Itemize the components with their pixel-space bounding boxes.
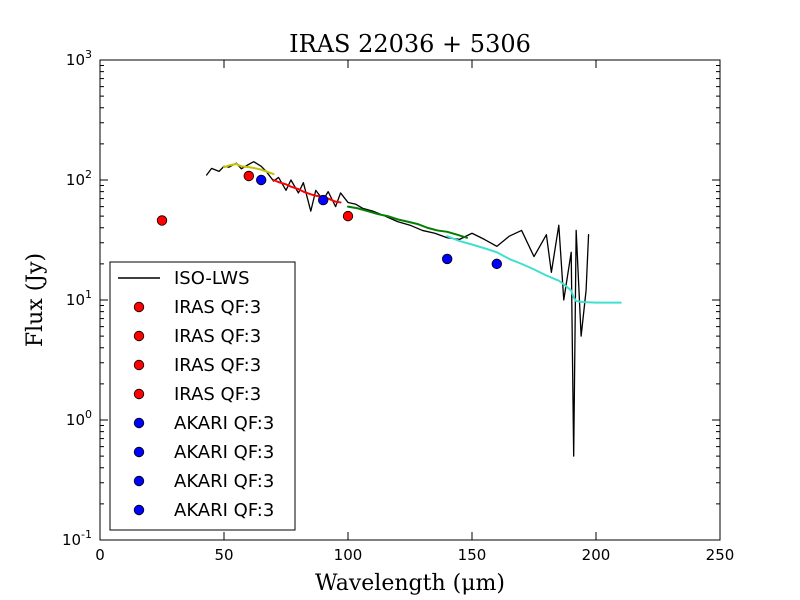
legend-label: IRAS QF:3 [174, 297, 261, 318]
data-point [156, 215, 168, 226]
legend-label: AKARI QF:3 [174, 500, 274, 521]
y-tick-label: 103 [66, 48, 92, 69]
series-line [272, 179, 342, 204]
x-tick-label: 250 [706, 546, 735, 564]
x-tick-label: 50 [214, 546, 233, 564]
legend-label: IRAS QF:3 [174, 355, 261, 376]
series-line-iso-lws [205, 161, 590, 457]
x-tick-label: 0 [95, 546, 105, 564]
legend-label: IRAS QF:3 [174, 326, 261, 347]
legend-label: AKARI QF:3 [174, 413, 274, 434]
chart-title: IRAS 22036 + 5306 [289, 30, 531, 58]
legend-marker-swatch [133, 446, 145, 458]
legend-marker-swatch [133, 475, 145, 487]
series-line [347, 205, 469, 239]
x-tick-label: 100 [334, 546, 363, 564]
series-line [446, 235, 622, 304]
legend-marker-swatch [133, 388, 145, 400]
legend-label: AKARI QF:3 [174, 471, 274, 492]
legend-marker-swatch [133, 504, 145, 516]
legend-marker-swatch [133, 417, 145, 429]
data-point [491, 258, 503, 270]
y-tick-label: 10-1 [62, 528, 92, 549]
y-axis-label: Flux (Jy) [23, 253, 48, 347]
data-point [243, 170, 255, 182]
data-point [256, 174, 267, 186]
legend-label: IRAS QF:3 [174, 384, 261, 405]
series-line [223, 162, 275, 176]
legend-label: AKARI QF:3 [174, 442, 274, 463]
x-axis-label: Wavelength (μm) [315, 571, 505, 596]
y-tick-label: 100 [66, 408, 92, 429]
y-tick-label: 101 [66, 288, 92, 309]
legend-marker-swatch [133, 359, 145, 371]
legend-marker-swatch [133, 330, 145, 342]
x-tick-label: 150 [458, 546, 487, 564]
data-point [318, 194, 329, 206]
data-point [342, 210, 354, 222]
x-tick-label: 200 [582, 546, 611, 564]
data-point [442, 253, 453, 265]
y-tick-label: 102 [66, 168, 92, 189]
legend-marker-swatch [133, 301, 145, 313]
legend-label: ISO-LWS [174, 268, 250, 289]
